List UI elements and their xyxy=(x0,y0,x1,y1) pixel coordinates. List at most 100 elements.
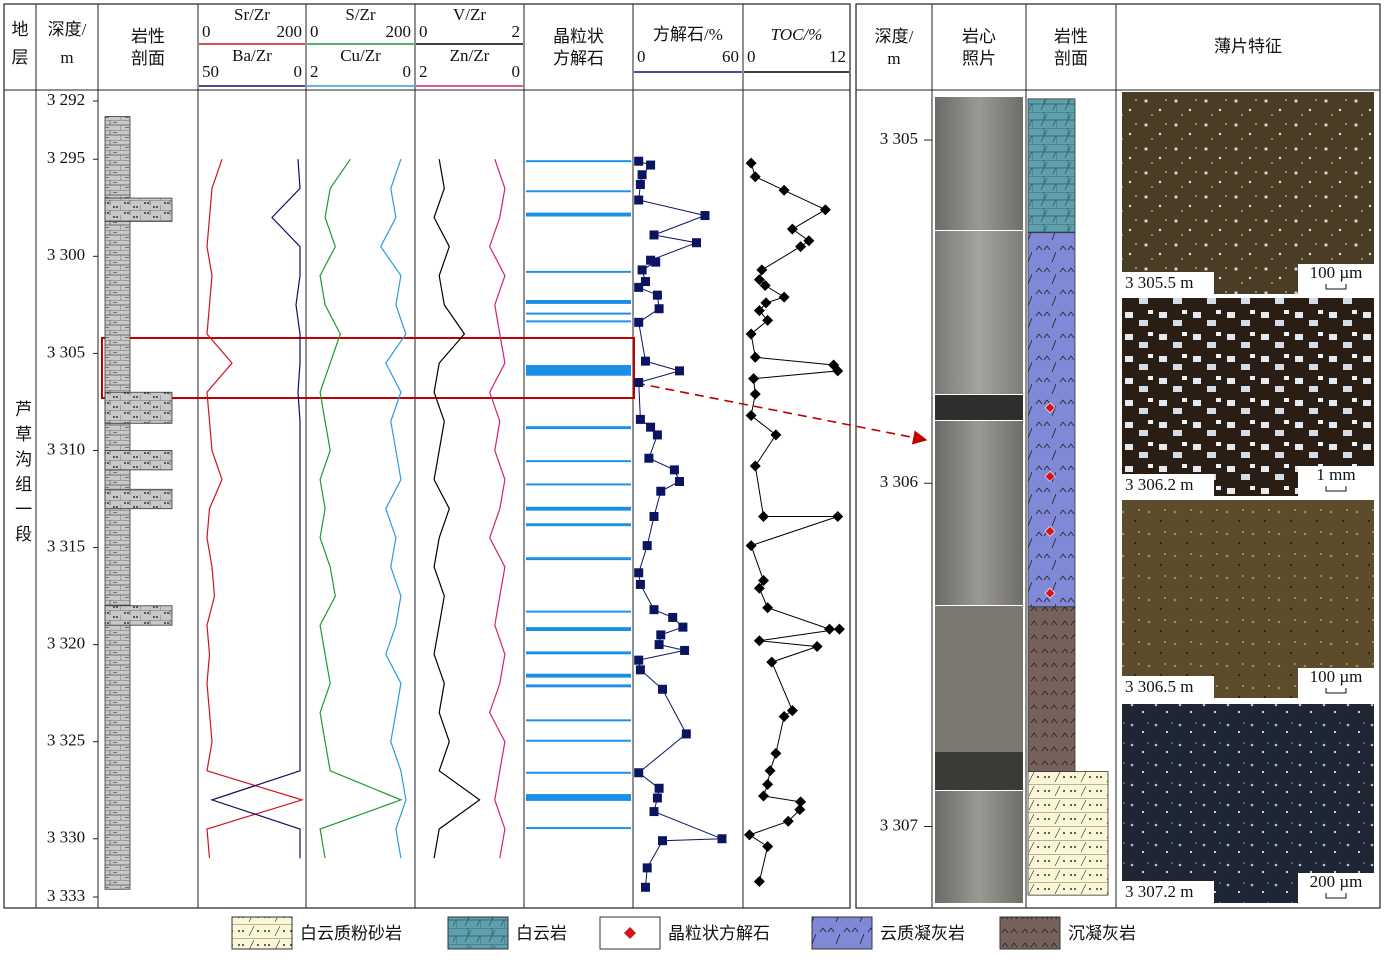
point xyxy=(675,366,684,376)
track-name: Zn/Zr xyxy=(450,46,490,65)
point xyxy=(753,582,765,594)
point xyxy=(678,622,688,632)
core-depth-title: m xyxy=(887,49,900,68)
label-bg xyxy=(1122,881,1214,903)
point xyxy=(819,204,831,216)
calcite-band xyxy=(526,684,631,688)
point xyxy=(762,602,774,614)
point xyxy=(649,511,659,521)
point xyxy=(642,863,652,873)
lithology-pattern xyxy=(1028,606,1075,772)
point xyxy=(634,768,644,778)
calcite-band xyxy=(526,673,631,678)
point xyxy=(646,160,656,170)
point xyxy=(786,705,798,717)
scale-bar xyxy=(1325,486,1347,492)
point xyxy=(758,575,769,587)
track-name: TOC/% xyxy=(771,25,823,44)
scale-label: 100 µm xyxy=(1310,667,1363,686)
point xyxy=(758,790,769,802)
point xyxy=(652,290,662,300)
point xyxy=(760,297,772,309)
wide-bed-pattern xyxy=(105,392,172,424)
point xyxy=(832,510,844,522)
tick-label: 2 xyxy=(512,22,521,41)
point xyxy=(641,882,650,892)
left-panel xyxy=(3,3,851,909)
calcite-band xyxy=(526,460,631,463)
calcite-band xyxy=(526,312,631,315)
wide-bed-pattern xyxy=(105,489,172,509)
point xyxy=(644,453,654,463)
point xyxy=(795,241,807,253)
point xyxy=(654,304,664,314)
point xyxy=(786,223,798,235)
point xyxy=(652,430,662,440)
point xyxy=(646,422,656,432)
calcite-band xyxy=(526,365,631,376)
tick-label: 0 xyxy=(419,22,428,41)
column-separators xyxy=(931,4,1117,908)
point xyxy=(634,282,644,292)
scale-bar xyxy=(1325,284,1347,290)
column-separators xyxy=(35,4,744,908)
legend-label: 白云岩 xyxy=(516,924,567,943)
band-title: 方解石 xyxy=(553,49,604,68)
point xyxy=(700,211,710,221)
point xyxy=(778,710,790,722)
core-depth-title: 深度/ xyxy=(875,27,914,46)
calcite-marker xyxy=(1044,525,1056,537)
curve xyxy=(319,158,403,859)
point xyxy=(811,641,823,653)
calcite-band xyxy=(526,160,631,163)
calcite-marker xyxy=(1044,402,1056,414)
depth-label: 3 292 xyxy=(47,90,85,109)
curve xyxy=(433,159,481,859)
point xyxy=(753,875,765,887)
tick-label: 50 xyxy=(202,62,219,81)
calcite-band xyxy=(526,300,631,304)
point xyxy=(649,807,659,817)
calcite-band xyxy=(526,270,631,273)
point xyxy=(654,783,664,793)
tick-label: 2 xyxy=(310,62,319,81)
point xyxy=(649,230,659,240)
point xyxy=(668,612,678,622)
point xyxy=(675,477,684,487)
track-name: 方解石/% xyxy=(653,25,723,44)
point xyxy=(803,235,815,247)
label-bg xyxy=(1122,474,1214,496)
point xyxy=(770,429,782,441)
point xyxy=(749,388,761,400)
legend-pattern xyxy=(1000,917,1060,949)
curve xyxy=(380,159,407,859)
depth-label: 3 305 xyxy=(880,129,918,148)
tick-label: 0 xyxy=(294,62,303,81)
legend-label: 晶粒状方解石 xyxy=(668,924,770,943)
tick-label: 0 xyxy=(202,22,211,41)
point xyxy=(658,836,667,846)
calcite-band xyxy=(526,212,631,217)
tick-label: 2 xyxy=(419,62,428,81)
point xyxy=(795,796,807,808)
depth-label: 3 295 xyxy=(47,148,85,167)
point xyxy=(832,365,844,377)
scale-bar xyxy=(1325,688,1347,694)
scale-label: 100 µm xyxy=(1310,263,1363,282)
right-panel xyxy=(855,3,1381,909)
track-name: Sr/Zr xyxy=(234,5,270,24)
highlight-arrow xyxy=(635,382,928,445)
tick-label: 60 xyxy=(722,47,739,66)
calcite-band xyxy=(526,190,631,193)
connector xyxy=(748,162,840,882)
tick-label: 0 xyxy=(310,22,319,41)
point xyxy=(680,645,690,655)
core-lithology-title: 剖面 xyxy=(1054,49,1088,68)
band-title: 晶粒状 xyxy=(553,27,604,46)
point xyxy=(646,255,656,265)
track-name: S/Zr xyxy=(345,5,376,24)
point xyxy=(762,314,774,326)
tick-label: 200 xyxy=(277,22,303,41)
point xyxy=(634,655,644,665)
